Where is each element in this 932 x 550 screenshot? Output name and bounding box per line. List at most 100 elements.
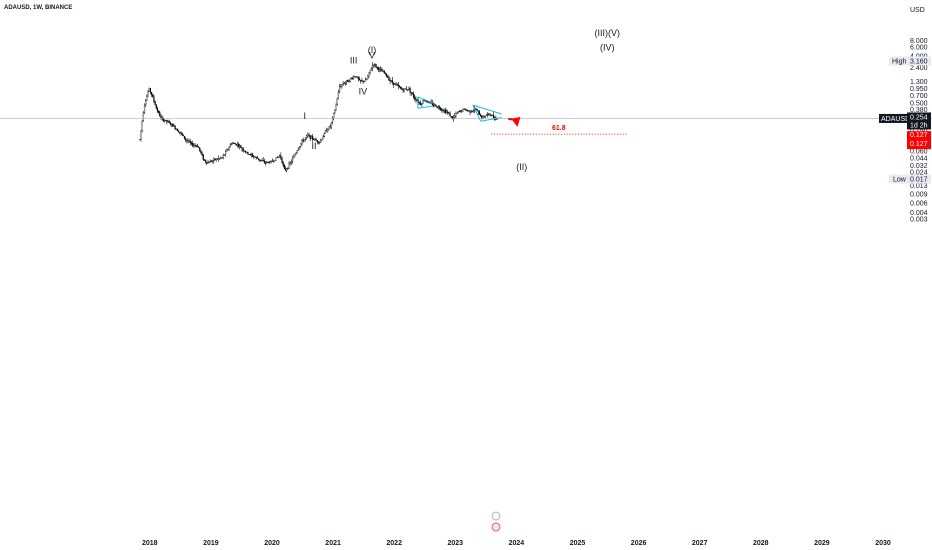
candle-body: [194, 145, 196, 147]
candle-body: [313, 139, 315, 140]
candle-body: [385, 73, 388, 77]
candle-body: [143, 104, 146, 113]
candle-body: [371, 65, 374, 69]
earnings-event-icon[interactable]: [491, 522, 501, 532]
candle-body: [476, 109, 478, 111]
candle-body: [166, 119, 168, 122]
candle-body: [188, 141, 190, 143]
candle-body: [375, 64, 377, 68]
candle-body: [301, 140, 303, 144]
candle-body: [260, 159, 262, 161]
candle-body: [311, 136, 314, 140]
candle-body: [423, 100, 425, 102]
triangle-patterns: [417, 96, 502, 122]
candle-body: [314, 139, 316, 141]
candle-body: [362, 80, 364, 82]
candle-body: [468, 110, 470, 112]
x-tick-label: 2026: [631, 540, 647, 547]
candle-body: [484, 115, 486, 118]
low-label: Low: [893, 177, 907, 184]
candle-body: [448, 112, 450, 114]
candle-body: [264, 162, 267, 164]
candle-body: [444, 110, 446, 113]
triangle-line: [472, 104, 482, 122]
candle-body: [445, 111, 448, 113]
candle-body: [415, 98, 417, 101]
candle-body: [310, 136, 312, 139]
candle-body: [360, 79, 362, 82]
candle-body: [397, 84, 399, 87]
candle-body: [216, 158, 218, 160]
candle-body: [404, 88, 406, 90]
triangle-line: [417, 96, 434, 104]
dividend-event-icon[interactable]: [491, 511, 501, 521]
candle-body: [389, 80, 391, 82]
candle-body: [323, 132, 325, 137]
candle-body: [282, 162, 284, 166]
candle-body: [172, 123, 174, 127]
candle-body: [317, 141, 320, 143]
candle-body: [479, 114, 482, 117]
candle-body: [464, 108, 466, 111]
event-icons[interactable]: [491, 511, 501, 532]
candle-body: [369, 70, 371, 73]
candle-body: [398, 85, 401, 88]
candle-body: [230, 143, 233, 145]
x-tick-label: 2028: [753, 540, 769, 547]
candle-body: [374, 64, 376, 65]
candle-body: [160, 116, 162, 118]
candle-body: [435, 104, 437, 107]
candle-body: [335, 104, 337, 111]
x-tick-label: 2020: [264, 540, 280, 547]
candle-body: [246, 151, 248, 153]
x-tick-label: 2029: [814, 540, 830, 547]
candle-body: [225, 151, 227, 155]
target-badge-top: 0.127: [910, 132, 928, 139]
candle-body: [256, 157, 258, 159]
candle-body: [142, 112, 144, 122]
candle-body: [281, 157, 283, 163]
candle-body: [422, 100, 424, 105]
candle-body: [366, 78, 368, 80]
x-tick-label: 2021: [325, 540, 341, 547]
candle-body: [167, 121, 169, 123]
candle-body: [470, 111, 472, 113]
x-tick-label: 2018: [142, 540, 158, 547]
candle-body: [300, 143, 302, 147]
candle-body: [259, 159, 261, 161]
candle-body: [367, 75, 369, 80]
candle-body: [343, 83, 345, 85]
candle-body: [207, 161, 209, 164]
candle-body: [357, 76, 359, 80]
x-tick-label: 2019: [203, 540, 219, 547]
candle-body: [309, 135, 311, 139]
candle-body: [361, 80, 363, 82]
candle-body: [283, 164, 285, 169]
candle-body: [196, 145, 199, 147]
candle-body: [402, 89, 404, 91]
y-tick-label: 0.032: [910, 163, 928, 170]
candle-body: [227, 149, 229, 150]
candle-body: [156, 108, 159, 112]
candle-body: [222, 155, 224, 158]
candle-body: [139, 139, 141, 141]
price-axis[interactable]: 8.0006.0004.0002.4001.3000.9500.7000.500…: [910, 38, 928, 223]
time-axis[interactable]: 2018 2019 2020 2021 2022 2023 2024 2025 2026 2027…: [142, 540, 891, 547]
wave-label: I: [304, 111, 307, 121]
candle-body: [215, 158, 217, 161]
candle-body: [263, 160, 265, 163]
candle-body: [395, 83, 397, 85]
candle-body: [153, 96, 155, 102]
x-tick-label: 2030: [875, 540, 891, 547]
candle-body: [163, 120, 166, 122]
triangle-line: [417, 105, 434, 109]
candle-body: [243, 150, 246, 152]
candle-body: [296, 150, 298, 153]
candle-body: [413, 93, 415, 98]
candle-body: [443, 110, 445, 111]
candle-body: [189, 141, 191, 144]
candle-body: [434, 104, 436, 106]
candle-body: [176, 128, 179, 132]
